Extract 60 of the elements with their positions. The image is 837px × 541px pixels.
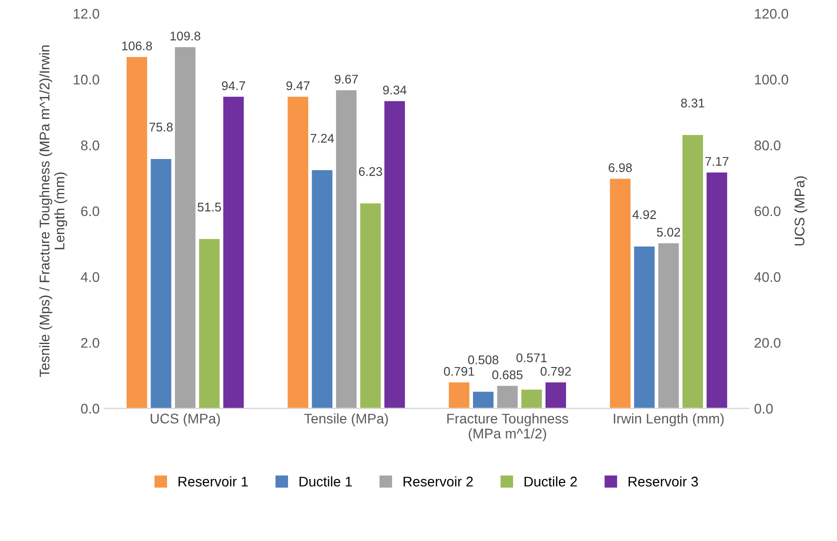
x-tick-label: Fracture Toughness (MPa m^1/2): [447, 413, 568, 442]
y-tick-label: 10.0: [74, 74, 100, 85]
y2-tick-label: 60.0: [754, 206, 780, 216]
data-label: 9.34: [383, 86, 406, 94]
bar: [312, 170, 332, 408]
data-label: 6.98: [608, 163, 632, 172]
legend-label: Ductile 1: [300, 476, 352, 487]
bar: [634, 246, 655, 408]
data-label: 6.23: [358, 167, 382, 176]
y-tick-label: 4.0: [80, 272, 100, 282]
data-label: 9.47: [286, 81, 310, 90]
bar: [706, 172, 728, 408]
legend-label: Reservoir 3: [628, 476, 698, 487]
y2-tick-label: 80.0: [754, 140, 780, 150]
data-label: 0.571: [516, 353, 547, 362]
data-label: 51.5: [198, 202, 221, 212]
y2-axis-title: UCS (MPa): [794, 176, 808, 246]
data-label: 94.7: [222, 81, 246, 90]
y2-tick-label: 40.0: [754, 272, 780, 282]
data-label: 4.92: [632, 210, 656, 220]
bar: [384, 101, 405, 408]
x-tick-label: Tensile (MPa): [304, 413, 388, 426]
bar: [658, 243, 679, 408]
y2-tick-label: 120.0: [755, 8, 788, 19]
bar: [448, 382, 470, 408]
bar: [682, 134, 703, 408]
data-label: 0.791: [444, 366, 474, 376]
bar: [497, 386, 518, 408]
data-label: 0.508: [468, 355, 498, 364]
data-label: 0.792: [540, 366, 571, 376]
bar: [521, 390, 542, 408]
data-label: 7.24: [310, 134, 334, 143]
data-label: 106.8: [122, 41, 152, 50]
bar: [336, 90, 357, 408]
bar: [360, 203, 381, 408]
data-label: 109.8: [170, 32, 200, 40]
legend-label: Ductile 2: [524, 476, 577, 487]
y-tick-label: 0.0: [81, 404, 100, 414]
y-tick-label: 12.0: [74, 8, 100, 19]
legend-label: Reservoir 2: [404, 476, 473, 487]
y2-tick-label: 100.0: [755, 74, 788, 85]
y2-tick-label: 20.0: [754, 338, 780, 348]
x-tick-label: UCS (MPa): [150, 413, 220, 426]
data-label: 9.67: [334, 74, 358, 84]
y-axis-title: Tesnile (Mps) / Fracture Toughness (MPa m^1/2)/Irwin Length (mm): [39, 46, 68, 378]
legend-label: Reservoir 1: [178, 476, 248, 487]
bar: [545, 382, 566, 408]
data-label: 7.17: [705, 157, 728, 166]
bar: [288, 96, 308, 408]
x-tick-label: Irwin Length (mm): [614, 413, 724, 426]
data-label: 0.685: [492, 370, 523, 380]
y2-tick-label: 0.0: [754, 404, 773, 414]
data-label: 75.8: [149, 122, 173, 132]
bar: [610, 178, 630, 408]
y-tick-label: 6.0: [81, 206, 100, 216]
bar: [472, 392, 494, 408]
data-label: 8.31: [681, 98, 704, 108]
data-label: 5.02: [656, 228, 680, 237]
y-tick-label: 2.0: [81, 338, 100, 348]
y-tick-label: 8.0: [81, 140, 100, 150]
